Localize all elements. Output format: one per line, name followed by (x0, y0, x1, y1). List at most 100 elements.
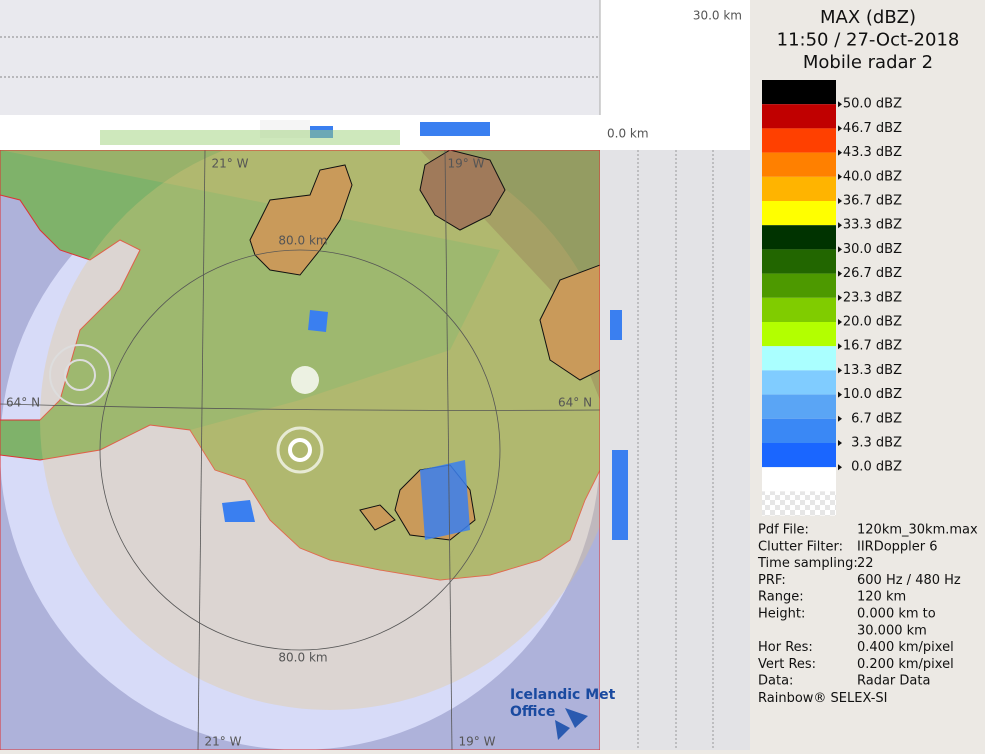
scale-label: 30.0 km (693, 9, 742, 23)
glacier (539, 264, 600, 381)
clutter (291, 366, 319, 394)
clutter (288, 438, 312, 462)
echo (610, 310, 622, 340)
legend-label: 6.7 dBZ (851, 411, 902, 426)
info-value: 22 (857, 556, 874, 571)
tick-arrow (838, 367, 842, 374)
color-swatch (762, 152, 836, 177)
map (0, 150, 600, 750)
legend-title: MAX (dBZ) (820, 7, 916, 28)
info-label: Data: (758, 674, 793, 689)
clutter (49, 344, 111, 406)
info-footer: Rainbow® SELEX-SI (758, 691, 888, 706)
lon-label: 19° W (448, 157, 485, 171)
glacier (359, 504, 396, 531)
info-label: Pdf File: (758, 523, 809, 538)
color-swatch (762, 80, 836, 105)
color-swatch (762, 176, 836, 201)
info-label: Vert Res: (758, 657, 816, 672)
legend-label: 13.3 dBZ (843, 363, 902, 378)
glacier (249, 164, 353, 276)
legend-label: 23.3 dBZ (843, 290, 902, 305)
meridian (197, 150, 206, 750)
tick-arrow (838, 222, 842, 229)
tick-arrow (838, 319, 842, 325)
color-swatch (762, 225, 836, 250)
echo (420, 460, 470, 540)
color-swatch (762, 346, 836, 371)
echo (308, 310, 328, 332)
legend-label: 10.0 dBZ (843, 387, 902, 402)
info-value: 0.000 km to (857, 607, 936, 622)
tick-arrow (838, 415, 842, 422)
tick-arrow (838, 343, 842, 350)
tick-arrow (838, 149, 842, 156)
legend-label: 0.0 dBZ (851, 460, 902, 475)
legend-label: 3.3 dBZ (851, 436, 902, 451)
logo-text: Office (510, 704, 555, 720)
tick-arrow (838, 464, 842, 471)
lon-label: 21° W (205, 735, 242, 749)
tick-arrow (838, 101, 842, 108)
tick-arrow (838, 294, 842, 301)
color-swatch (762, 104, 836, 129)
tick-arrow (838, 440, 842, 446)
parallel (0, 403, 600, 411)
color-swatch (762, 128, 836, 153)
legend-label: 33.3 dBZ (843, 218, 902, 233)
info-label: PRF: (758, 573, 786, 588)
color-swatch (762, 418, 836, 443)
tick-arrow (838, 173, 842, 180)
color-swatch (762, 443, 836, 468)
legend-label: 43.3 dBZ (843, 145, 902, 160)
legend-label: 40.0 dBZ (843, 169, 902, 184)
color-swatch (762, 322, 836, 347)
color-swatch (762, 249, 836, 274)
range-label: 80.0 km (278, 651, 327, 665)
echo (100, 130, 400, 145)
clutter (64, 359, 96, 391)
color-swatch-empty (762, 491, 836, 516)
color-swatch (762, 201, 836, 226)
info-value: 120 km (857, 590, 906, 605)
info-label: Hor Res: (758, 640, 813, 655)
info-label: Clutter Filter: (758, 539, 843, 554)
tick-arrow (838, 270, 842, 277)
lat-label: 64° N (6, 396, 40, 410)
echo (612, 450, 628, 540)
legend-label: 50.0 dBZ (843, 97, 902, 112)
info-value: 0.200 km/pixel (857, 657, 954, 672)
meridian (444, 150, 453, 750)
color-swatch (762, 370, 836, 395)
info-value: IIRDoppler 6 (857, 539, 938, 554)
color-swatch (762, 467, 836, 492)
terrain (420, 150, 600, 400)
legend-label: 46.7 dBZ (843, 121, 902, 136)
logo-icon (555, 708, 588, 740)
legend-label: 20.0 dBZ (843, 315, 902, 330)
tick-arrow (838, 198, 842, 204)
info-value: Radar Data (857, 674, 930, 689)
color-swatch (762, 394, 836, 419)
clutter (276, 426, 324, 474)
info-label: Time sampling: (757, 556, 858, 571)
legend-label: 16.7 dBZ (843, 339, 902, 354)
tick-arrow (838, 125, 842, 132)
info-value: 30.000 km (857, 623, 927, 638)
echo (420, 122, 490, 136)
info-label: Height: (758, 607, 805, 622)
legend-label: 30.0 dBZ (843, 242, 902, 257)
lon-label: 21° W (212, 157, 249, 171)
legend-label: 36.7 dBZ (843, 194, 902, 209)
info-value: 0.400 km/pixel (857, 640, 954, 655)
top-section (0, 0, 600, 115)
legend-title: Mobile radar 2 (803, 52, 933, 73)
info-label: Range: (758, 590, 804, 605)
scale-label: 0.0 km (607, 127, 649, 141)
tick-arrow (838, 391, 842, 398)
range-ring (99, 249, 501, 651)
legend-title: 11:50 / 27-Oct-2018 (777, 30, 960, 51)
